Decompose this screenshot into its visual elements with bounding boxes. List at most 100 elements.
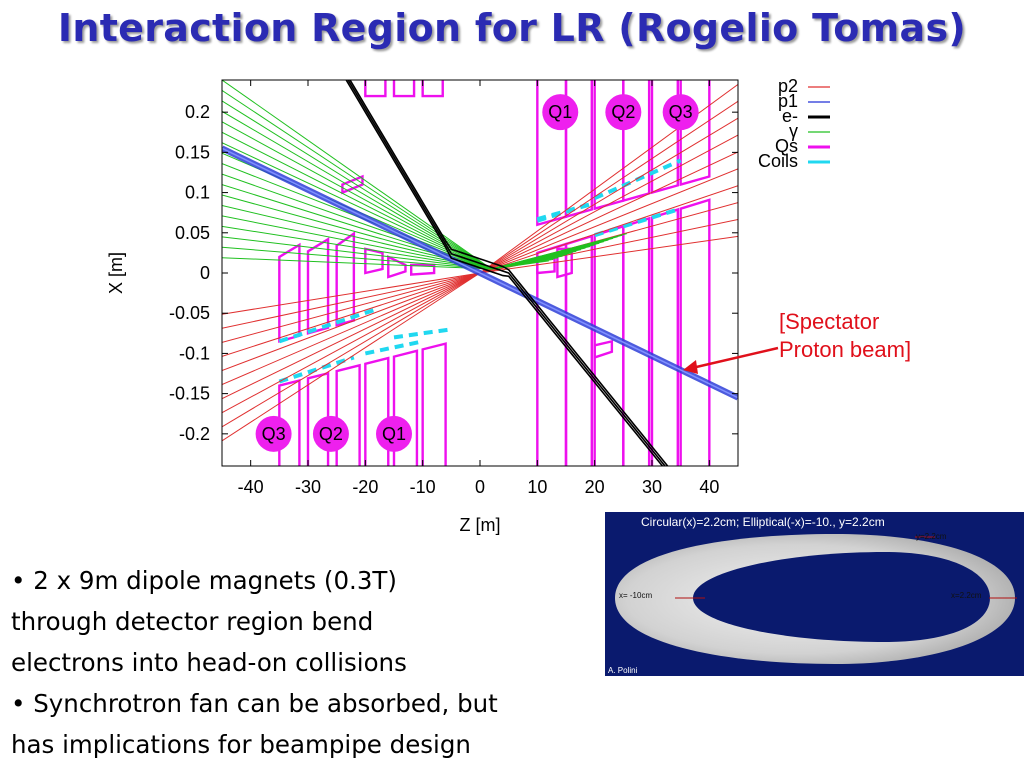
proton-trace bbox=[222, 272, 481, 357]
x-tick-label: 20 bbox=[585, 477, 605, 497]
legend-label: p2 bbox=[778, 76, 798, 96]
quad-label-text: Q1 bbox=[382, 424, 406, 444]
electron-trace bbox=[345, 80, 664, 466]
y-tick-label: 0.05 bbox=[175, 223, 210, 243]
x-tick-label: -30 bbox=[295, 477, 321, 497]
coil-dash bbox=[278, 307, 378, 344]
x-tick-label: 40 bbox=[699, 477, 719, 497]
x-axis-label: Z [m] bbox=[460, 515, 501, 535]
photon-trace bbox=[222, 257, 492, 270]
electron-trace bbox=[349, 80, 669, 466]
y-tick-label: 0.1 bbox=[185, 183, 210, 203]
quadrupole-segment bbox=[650, 80, 679, 195]
y-tick-label: -0.15 bbox=[169, 384, 210, 404]
legend-label: e- bbox=[782, 106, 798, 126]
quad-label-group: Q1 Q2 Q3 Q3 Q2 Q1 bbox=[255, 94, 699, 452]
proton-trace bbox=[479, 100, 738, 274]
electron-trace bbox=[347, 80, 667, 466]
beampipe-x-pos-label: x=2.2cm bbox=[951, 591, 982, 600]
quad-label-circle bbox=[312, 415, 349, 452]
proton-trace bbox=[479, 168, 738, 274]
quadrupole-segment bbox=[306, 237, 330, 335]
bullet-1-line-2: through detector region bend bbox=[11, 607, 374, 636]
quadrupole-segment bbox=[278, 242, 301, 343]
legend-label: γ bbox=[789, 121, 798, 141]
proton-trace bbox=[479, 185, 738, 274]
y-tick-label: 0 bbox=[200, 263, 210, 283]
spectator-beam-core bbox=[222, 147, 738, 399]
x-tick-label: 10 bbox=[527, 477, 547, 497]
coil-dash bbox=[278, 355, 355, 384]
bullet-1-line-1: • 2 x 9m dipole magnets (0.3T) bbox=[11, 566, 397, 595]
quad-label-circle bbox=[255, 415, 292, 452]
quadrupole-segment bbox=[622, 80, 651, 203]
proton-trace bbox=[479, 117, 738, 274]
proton-trace bbox=[222, 272, 481, 371]
annotation-line2: Proton beam] bbox=[779, 337, 912, 362]
quadrupole-segment bbox=[306, 371, 330, 466]
coil-dash bbox=[536, 202, 590, 222]
proton-beam-group bbox=[222, 84, 738, 442]
coil-dash bbox=[364, 339, 424, 356]
photon-trace bbox=[222, 80, 492, 270]
bullet-2: • Synchrotron fan can be absorbed, but h… bbox=[11, 683, 631, 765]
photon-trace bbox=[222, 236, 492, 270]
coil-dash bbox=[594, 206, 682, 238]
proton-trace bbox=[222, 272, 481, 386]
legend-label: Qs bbox=[775, 136, 798, 156]
proton-trace bbox=[222, 272, 481, 329]
quad-label-circle bbox=[376, 415, 412, 452]
quadrupole-segment bbox=[392, 80, 416, 98]
quadrupole-segment bbox=[421, 342, 447, 466]
bullet-2-line-2: has implications for beampipe design bbox=[11, 730, 471, 759]
quadrupole-segment bbox=[335, 231, 356, 327]
coil-group bbox=[278, 158, 682, 384]
beampipe-aperture bbox=[693, 552, 990, 642]
proton-trace bbox=[222, 272, 481, 315]
y-tick-label: -0.1 bbox=[179, 343, 210, 363]
quadrupole-segment bbox=[364, 80, 387, 98]
proton-trace bbox=[479, 235, 738, 274]
quad-label-circle bbox=[605, 94, 642, 131]
quadrupole-segment bbox=[364, 356, 390, 466]
quad-label-circle bbox=[542, 94, 579, 131]
coil-dash bbox=[536, 202, 590, 223]
proton-trace bbox=[222, 272, 481, 400]
electron-beam-group bbox=[345, 80, 669, 466]
photon-trace bbox=[222, 90, 492, 270]
x-tick-label: 0 bbox=[475, 477, 485, 497]
quadrupole-segment bbox=[622, 216, 651, 466]
beampipe-x-neg-label: x= -10cm bbox=[619, 591, 652, 600]
beampipe-panel: Circular(x)=2.2cm; Elliptical(-x)=-10., … bbox=[605, 512, 1024, 676]
proton-trace bbox=[222, 272, 481, 343]
proton-trace bbox=[222, 272, 481, 428]
y-tick-label: -0.05 bbox=[169, 303, 210, 323]
proton-trace bbox=[479, 134, 738, 274]
bullet-list: • 2 x 9m dipole magnets (0.3T) through d… bbox=[11, 560, 631, 765]
y-tick-label: 0.2 bbox=[185, 102, 210, 122]
x-tick-label: -10 bbox=[410, 477, 436, 497]
quad-label-text: Q2 bbox=[319, 424, 343, 444]
bullet-1: • 2 x 9m dipole magnets (0.3T) through d… bbox=[11, 560, 631, 683]
ir-plot: Q1 Q2 Q3 Q3 Q2 Q1 -40 -30 -20 -10 0 10 20 30 40 0.2 0.1… bbox=[106, 76, 830, 535]
quadrupole-segment bbox=[536, 80, 568, 227]
proton-trace bbox=[222, 272, 481, 442]
y-tick-label: 0.15 bbox=[175, 142, 210, 162]
slide-title: Interaction Region for LR (Rogelio Tomas… bbox=[57, 6, 967, 50]
beampipe-credit: A. Polini bbox=[608, 666, 638, 675]
photon-trace bbox=[222, 225, 492, 270]
x-tick-label: -40 bbox=[238, 477, 264, 497]
beampipe-header: Circular(x)=2.2cm; Elliptical(-x)=-10., … bbox=[641, 515, 885, 529]
photon-trace bbox=[222, 246, 492, 270]
proton-trace bbox=[479, 151, 738, 274]
legend-label: Coils bbox=[758, 151, 798, 171]
spectator-annotation: [Spectator Proton beam] bbox=[779, 308, 911, 364]
quadrupole-segment bbox=[593, 339, 614, 360]
y-tick-label: -0.2 bbox=[179, 424, 210, 444]
proton-trace bbox=[222, 272, 481, 414]
annotation-line1: [Spectator bbox=[779, 309, 880, 334]
x-tick-label: 30 bbox=[642, 477, 662, 497]
bullet-2-line-1: • Synchrotron fan can be absorbed, but bbox=[11, 689, 498, 718]
quad-label-circle bbox=[662, 94, 699, 131]
